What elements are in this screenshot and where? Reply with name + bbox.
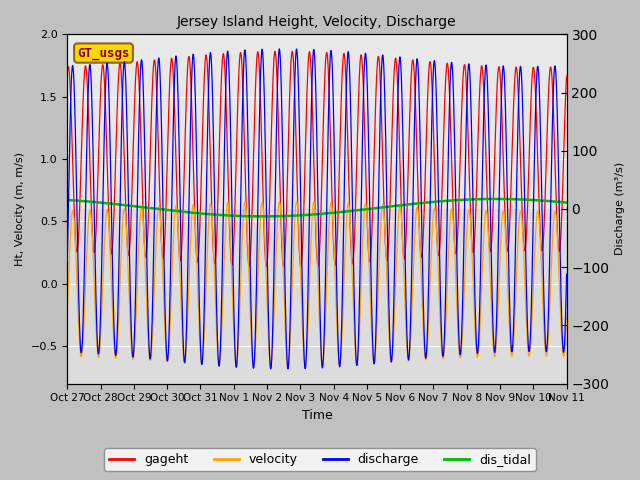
Text: GT_usgs: GT_usgs [77,47,130,60]
Y-axis label: Ht, Velocity (m, m/s): Ht, Velocity (m, m/s) [15,152,25,266]
X-axis label: Time: Time [301,409,332,422]
Title: Jersey Island Height, Velocity, Discharge: Jersey Island Height, Velocity, Discharg… [177,15,457,29]
Bar [67,35,566,209]
Y-axis label: Discharge (m³/s): Discharge (m³/s) [615,162,625,255]
Legend: gageht, velocity, discharge, dis_tidal: gageht, velocity, discharge, dis_tidal [104,448,536,471]
